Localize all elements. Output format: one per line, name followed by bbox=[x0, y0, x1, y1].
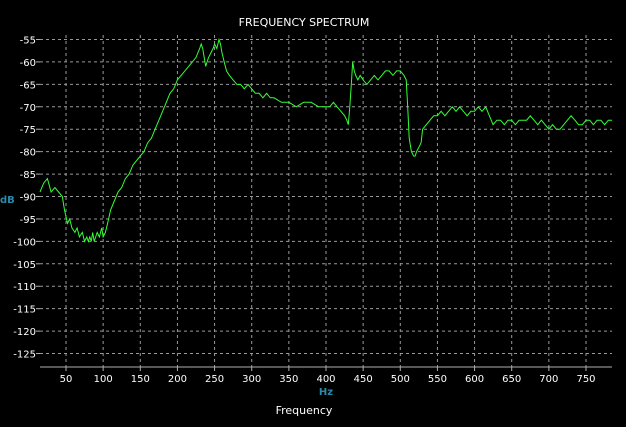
x-tick-label: 650 bbox=[502, 374, 521, 385]
x-tick-label: 400 bbox=[316, 374, 335, 385]
x-tick-label: 50 bbox=[60, 374, 73, 385]
x-tick-label: 500 bbox=[391, 374, 410, 385]
y-axis-unit: dB bbox=[0, 195, 15, 206]
y-tick-label: -110 bbox=[13, 282, 36, 293]
y-tick-label: -125 bbox=[13, 350, 36, 361]
y-tick-label: -65 bbox=[20, 80, 36, 91]
y-tick-label: -90 bbox=[20, 193, 36, 204]
x-axis-unit: Hz bbox=[319, 387, 333, 398]
x-tick-label: 350 bbox=[279, 374, 298, 385]
x-tick-label: 100 bbox=[94, 374, 113, 385]
y-tick-label: -120 bbox=[13, 327, 36, 338]
x-axis-label: Frequency bbox=[276, 404, 333, 417]
y-tick-label: -70 bbox=[20, 103, 36, 114]
y-tick-label: -60 bbox=[20, 58, 36, 69]
x-tick-label: 750 bbox=[576, 374, 595, 385]
y-tick-label: -75 bbox=[20, 125, 36, 136]
y-axis-tick-labels: -55 -60 -65 -70 -75 -80 -85 -90 -95 -100 -105 -110 -… bbox=[13, 35, 36, 360]
spectrum-series-line bbox=[39, 37, 612, 243]
grid-lines bbox=[36, 35, 612, 371]
x-tick-label: 700 bbox=[539, 374, 558, 385]
x-tick-label: 450 bbox=[354, 374, 373, 385]
x-tick-label: 250 bbox=[205, 374, 224, 385]
y-tick-label: -115 bbox=[13, 305, 36, 316]
y-tick-label: -80 bbox=[20, 148, 36, 159]
y-tick-label: -55 bbox=[20, 35, 36, 46]
x-tick-label: 600 bbox=[465, 374, 484, 385]
x-tick-label: 300 bbox=[242, 374, 261, 385]
y-tick-label: -100 bbox=[13, 237, 36, 248]
x-tick-label: 150 bbox=[131, 374, 150, 385]
y-tick-label: -85 bbox=[20, 170, 36, 181]
x-axis-tick-labels: 50 100 150 200 250 300 350 400 450 500 550 600 650 70… bbox=[60, 374, 596, 385]
y-tick-label: -105 bbox=[13, 260, 36, 271]
x-tick-label: 550 bbox=[428, 374, 447, 385]
chart-title: FREQUENCY SPECTRUM bbox=[239, 16, 370, 29]
x-tick-label: 200 bbox=[168, 374, 187, 385]
y-tick-label: -95 bbox=[20, 215, 36, 226]
